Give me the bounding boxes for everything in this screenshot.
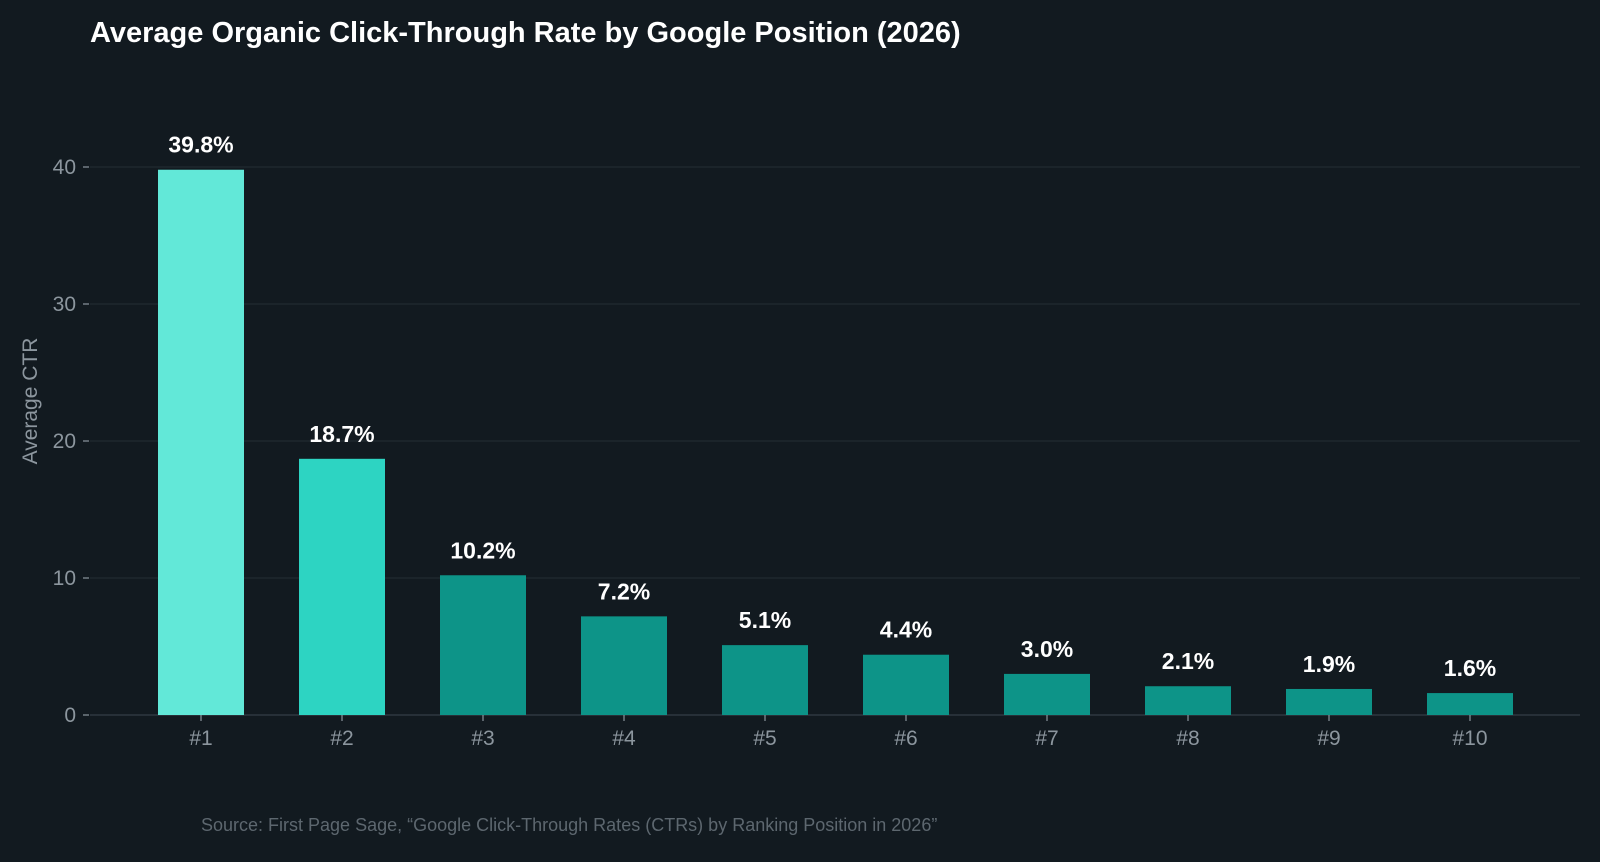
y-axis-label: Average CTR	[19, 338, 42, 465]
data-label: 10.2%	[450, 537, 515, 563]
bar-position-7	[1004, 673, 1090, 715]
bar-position-10	[1427, 693, 1513, 715]
data-label: 2.1%	[1162, 648, 1214, 674]
bar-position-3	[440, 575, 526, 715]
bar-position-4	[581, 616, 667, 715]
y-axis: 0 10 20 30 40	[53, 156, 89, 727]
chart-title: Average Organic Click-Through Rate by Go…	[90, 17, 961, 49]
data-label: 3.0%	[1021, 636, 1073, 662]
data-label: 39.8%	[168, 132, 233, 158]
x-tick-label: #2	[330, 727, 353, 750]
y-tick-label: 20	[53, 430, 76, 453]
x-tick-label: #1	[189, 727, 212, 750]
bar-position-1	[158, 169, 244, 716]
x-tick-label: #7	[1035, 727, 1058, 750]
data-labels: 39.8% 18.7% 10.2% 7.2% 5.1% 4.4% 3.0% 2.1% 1.9% 1…	[168, 132, 1496, 681]
x-tick-label: #4	[612, 727, 636, 750]
y-tick-label: 30	[53, 293, 76, 316]
x-tick-label: #8	[1176, 727, 1199, 750]
bars	[158, 169, 1513, 716]
data-label: 18.7%	[309, 421, 374, 447]
x-tick-label: #10	[1452, 727, 1487, 750]
data-label: 1.9%	[1303, 651, 1355, 677]
x-tick-label: #3	[471, 727, 494, 750]
x-axis: #1 #2 #3 #4 #5 #6 #7 #8 #9 #10	[189, 715, 1488, 750]
y-tick-label: 10	[53, 567, 76, 590]
bar-position-8	[1145, 686, 1231, 715]
data-label: 5.1%	[739, 607, 791, 633]
x-tick-label: #9	[1317, 727, 1340, 750]
bar-position-6	[863, 654, 949, 715]
bar-position-2	[299, 458, 385, 715]
source-note: Source: First Page Sage, “Google Click-T…	[201, 815, 937, 835]
bar-position-9	[1286, 688, 1372, 715]
data-label: 4.4%	[880, 617, 932, 643]
data-label: 1.6%	[1444, 655, 1496, 681]
data-label: 7.2%	[598, 578, 650, 604]
y-tick-label: 40	[53, 156, 76, 179]
bar-position-5	[722, 645, 808, 715]
x-tick-label: #6	[894, 727, 917, 750]
x-tick-label: #5	[753, 727, 776, 750]
y-tick-label: 0	[64, 704, 76, 727]
